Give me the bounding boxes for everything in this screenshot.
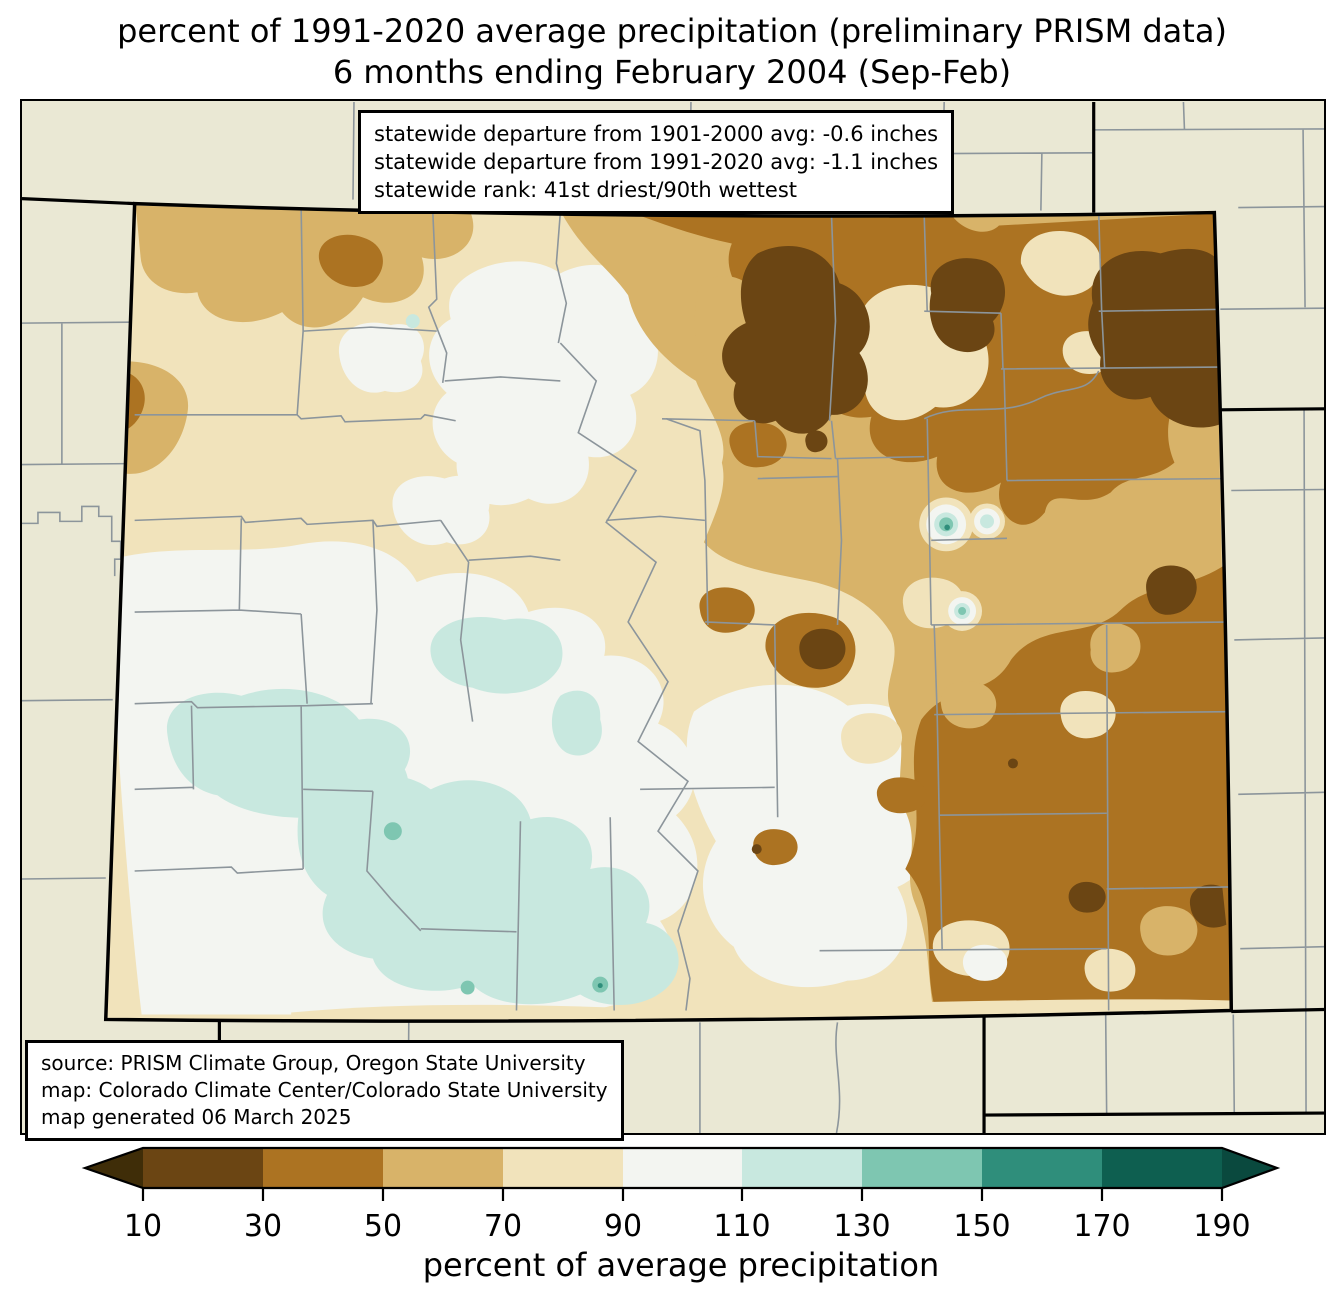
contour-30-50-blob xyxy=(729,421,787,468)
contour-70-90-patch xyxy=(699,999,1232,1016)
colorado-county-lines-mountains xyxy=(134,207,1100,1011)
colorbar-left-arrow xyxy=(85,1148,143,1188)
colorbar-svg: 10 30 50 70 90 110 130 150 170 190 xyxy=(81,1146,1281,1244)
colorbar-tick-label: 90 xyxy=(604,1209,642,1244)
source-credit-box: source: PRISM Climate Group, Oregon Stat… xyxy=(25,1040,624,1141)
colorbar-tick-label: 130 xyxy=(833,1209,890,1244)
contour-30-50-southeast xyxy=(905,560,1232,1009)
colorado-precip-contours xyxy=(105,203,1232,1022)
colorbar-tick-label: 170 xyxy=(1073,1209,1130,1244)
colorbar-right-arrow xyxy=(1222,1148,1277,1188)
stat-departure-1991-2020: statewide departure from 1991-2020 avg: … xyxy=(374,150,939,174)
contour-110-130 xyxy=(430,617,563,694)
colorbar-segment xyxy=(982,1148,1102,1188)
contour-70-90-patch xyxy=(841,713,903,764)
contour-30-50-blob xyxy=(753,829,798,866)
contour-50-70-hole xyxy=(940,680,997,729)
colorbar-tick-label: 30 xyxy=(244,1209,282,1244)
colorbar-segment xyxy=(263,1148,383,1188)
generated-date-line: map generated 06 March 2025 xyxy=(41,1105,352,1129)
statewide-stats-box: statewide departure from 1901-2000 avg: … xyxy=(358,110,955,214)
contour-110-130 xyxy=(551,690,602,756)
colorbar-segment xyxy=(503,1148,623,1188)
contour-10-30 xyxy=(1146,565,1197,615)
contour-130-150 xyxy=(460,980,475,995)
colorbar-segment xyxy=(1102,1148,1222,1188)
neighbor-state-borders xyxy=(22,101,1324,1133)
colorado-precipitation-map xyxy=(22,101,1324,1133)
stat-departure-1901-2000: statewide departure from 1901-2000 avg: … xyxy=(374,122,939,146)
contour-10-30 xyxy=(929,258,1006,353)
contour-10-30 xyxy=(1088,248,1229,428)
colorado-state-border xyxy=(103,201,1234,1023)
colorbar-segment xyxy=(742,1148,862,1188)
bullseye-medium-teal xyxy=(958,607,967,616)
contour-90-110 xyxy=(429,261,658,506)
contour-10-30 xyxy=(722,246,870,434)
contour-30-50-blob xyxy=(876,777,927,814)
colorbar-tick-label: 110 xyxy=(713,1209,770,1244)
map-credit-line: map: Colorado Climate Center/Colorado St… xyxy=(41,1078,608,1102)
colorbar-segment xyxy=(623,1148,742,1188)
bullseye-pale-teal xyxy=(980,514,995,529)
colorbar-ticks xyxy=(141,1188,1224,1201)
contour-70-90-patch xyxy=(1060,690,1116,739)
contour-10-30 xyxy=(799,628,846,670)
colorbar-segment xyxy=(862,1148,982,1188)
colorado-county-lines-plains xyxy=(420,211,1232,1011)
contour-50-70-hole xyxy=(1140,906,1198,956)
contour-30-50-blob xyxy=(699,587,755,633)
contour-70-90-patch xyxy=(291,1004,700,1018)
contour-10-30 xyxy=(751,844,762,855)
contour-10-30 xyxy=(805,430,828,453)
colorbar-segment xyxy=(143,1148,263,1188)
colorbar-segment xyxy=(383,1148,503,1188)
contour-70-90-patch xyxy=(1020,231,1102,296)
contour-130-150 xyxy=(383,822,402,841)
contour-90-110 xyxy=(392,475,490,546)
colorbar-tick-label: 190 xyxy=(1193,1209,1250,1244)
colorbar-axis-label: percent of average precipitation xyxy=(422,1246,940,1284)
contour-150-170 xyxy=(597,983,603,989)
contour-110-130 xyxy=(405,314,420,329)
colorbar: 10 30 50 70 90 110 130 150 170 190 xyxy=(0,1140,1344,1299)
contour-90-110-spot xyxy=(962,944,1008,981)
bullseye-dark-teal xyxy=(944,524,950,531)
contour-70-90-patch xyxy=(1084,948,1136,992)
source-line: source: PRISM Climate Group, Oregon Stat… xyxy=(41,1051,586,1075)
colorbar-tick-label: 50 xyxy=(364,1209,402,1244)
map-title-line-2: 6 months ending February 2004 (Sep-Feb) xyxy=(332,53,1012,91)
contour-50-70 xyxy=(135,205,474,328)
contour-50-70-hole xyxy=(1090,622,1141,673)
map-title-line-1: percent of 1991-2020 average precipitati… xyxy=(117,12,1227,50)
contour-30-50 xyxy=(318,234,383,288)
colorbar-tick-label: 10 xyxy=(124,1209,162,1244)
contour-10-30 xyxy=(1007,758,1018,769)
contour-10-30 xyxy=(1189,884,1227,928)
stat-rank: statewide rank: 41st driest/90th wettest xyxy=(374,178,797,202)
colorbar-tick-label: 70 xyxy=(484,1209,522,1244)
contour-10-30 xyxy=(1068,881,1106,913)
map-frame xyxy=(20,99,1326,1135)
contour-90-110 xyxy=(338,322,425,393)
colorbar-tick-label: 150 xyxy=(953,1209,1010,1244)
